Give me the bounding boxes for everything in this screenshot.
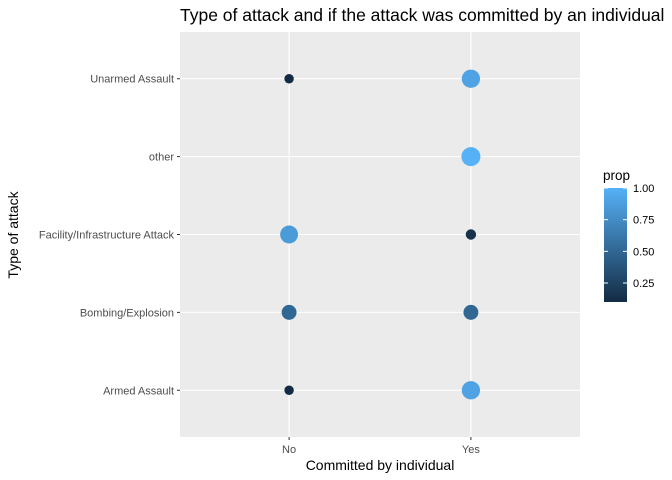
legend-ticks: 1.00 0.75 0.50 0.25 (604, 183, 654, 290)
y-tick-label: Armed Assault (103, 385, 174, 397)
data-point (461, 147, 481, 167)
data-point (463, 304, 479, 320)
legend-tick-label: 0.50 (633, 246, 654, 258)
legend-tick-label: 1.00 (633, 183, 654, 195)
y-tick-label: Unarmed Assault (90, 74, 174, 86)
data-point (461, 381, 481, 400)
data-points (280, 69, 481, 400)
y-tick-label: other (149, 152, 174, 164)
data-point (281, 304, 297, 320)
chart-title: Type of attack and if the attack was com… (180, 5, 664, 25)
x-axis: No Yes (282, 437, 480, 456)
y-tick-label: Bombing/Explosion (80, 307, 174, 319)
data-point (465, 229, 477, 240)
legend-colorbar (604, 188, 627, 302)
legend-tick-label: 0.25 (633, 278, 654, 290)
data-point (284, 385, 294, 395)
y-tick-label: Facility/Infrastructure Attack (39, 230, 175, 242)
x-axis-title: Committed by individual (306, 457, 455, 473)
y-axis-title: Type of attack (5, 190, 21, 278)
legend: prop 1.00 0.75 0.50 0.25 (603, 168, 654, 302)
data-point (461, 69, 481, 88)
y-axis: Armed Assault Bombing/Explosion Facility/I… (39, 74, 180, 397)
x-tick-label: No (282, 444, 296, 456)
data-point (280, 225, 299, 244)
x-tick-label: Yes (462, 444, 480, 456)
data-point (284, 74, 294, 84)
legend-title: prop (603, 168, 630, 183)
legend-tick-label: 0.75 (633, 215, 654, 227)
